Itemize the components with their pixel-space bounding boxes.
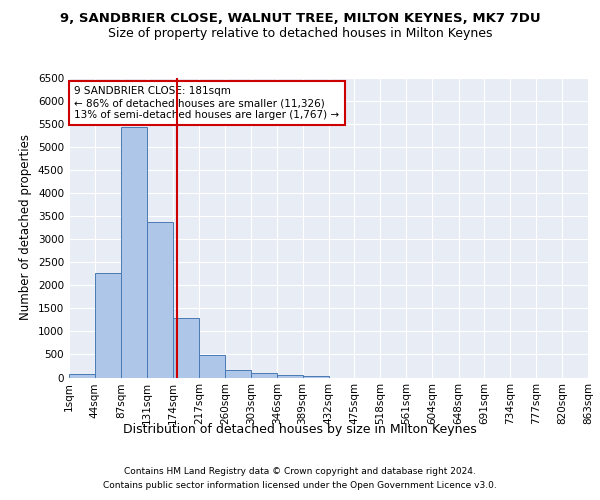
Bar: [121, 128, 146, 378]
Bar: [147, 222, 173, 378]
Y-axis label: Number of detached properties: Number of detached properties: [19, 134, 32, 320]
Bar: [173, 318, 199, 378]
Bar: [302, 376, 329, 378]
Text: 9 SANDBRIER CLOSE: 181sqm
← 86% of detached houses are smaller (11,326)
13% of s: 9 SANDBRIER CLOSE: 181sqm ← 86% of detac…: [74, 86, 340, 120]
Text: Size of property relative to detached houses in Milton Keynes: Size of property relative to detached ho…: [108, 28, 492, 40]
Text: 9, SANDBRIER CLOSE, WALNUT TREE, MILTON KEYNES, MK7 7DU: 9, SANDBRIER CLOSE, WALNUT TREE, MILTON …: [59, 12, 541, 26]
Bar: [277, 374, 302, 378]
Bar: [199, 356, 225, 378]
Bar: [95, 272, 121, 378]
Bar: [69, 374, 95, 378]
Text: Distribution of detached houses by size in Milton Keynes: Distribution of detached houses by size …: [123, 422, 477, 436]
Bar: [225, 370, 251, 378]
Text: Contains public sector information licensed under the Open Government Licence v3: Contains public sector information licen…: [103, 481, 497, 490]
Bar: [251, 374, 277, 378]
Text: Contains HM Land Registry data © Crown copyright and database right 2024.: Contains HM Land Registry data © Crown c…: [124, 468, 476, 476]
